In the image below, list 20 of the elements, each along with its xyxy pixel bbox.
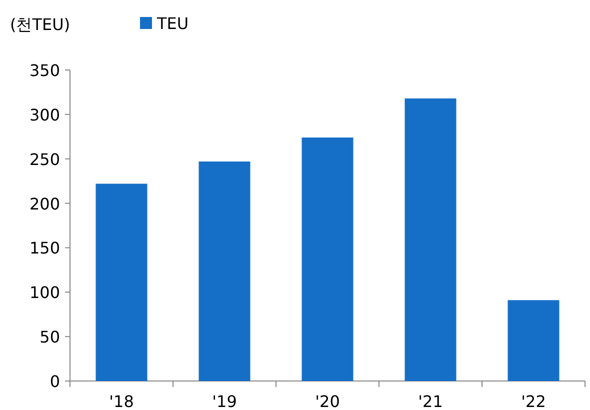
bar [404,98,456,381]
y-tick-label: 0 [50,372,60,391]
bar [508,300,560,381]
x-tick-label: '22 [521,392,546,410]
y-tick-label: 200 [29,194,60,214]
legend-label: TEU [156,14,189,33]
x-tick-label: '19 [212,392,237,410]
x-tick-label: '18 [109,392,134,410]
y-tick-label: 350 [29,61,60,80]
x-tick-label: '21 [418,392,443,410]
bar [302,138,354,381]
y-axis-title: (천TEU) [10,15,70,34]
y-tick-label: 100 [29,283,60,302]
y-tick-label: 150 [29,238,60,258]
bar [198,162,250,381]
y-tick-label: 300 [29,105,60,124]
y-tick-label: 50 [40,328,60,347]
bar [96,184,148,381]
y-tick-label: 250 [29,150,60,169]
x-tick-label: '20 [315,392,340,410]
